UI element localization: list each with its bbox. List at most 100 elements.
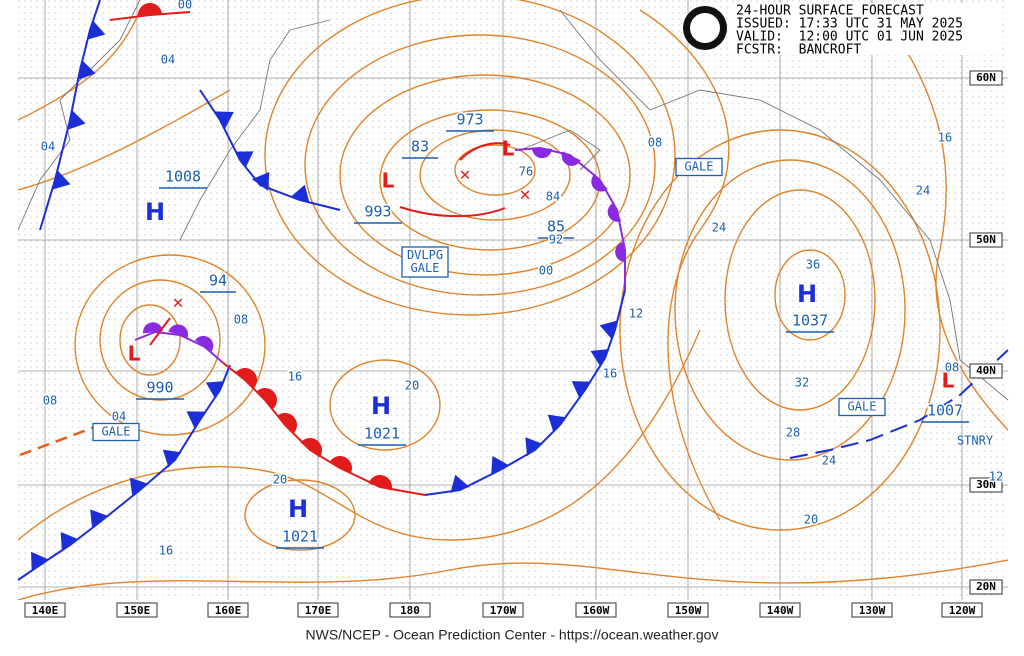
lat-label: 60N bbox=[976, 71, 996, 84]
isobar-label: 00 bbox=[178, 0, 192, 12]
isobar-label: 00 bbox=[539, 264, 553, 278]
high-symbol: H bbox=[288, 495, 308, 523]
header-valid: VALID: 12:00 UTC 01 JUN 2025 bbox=[736, 30, 963, 45]
secondary-pressure: 94 bbox=[209, 272, 227, 290]
front-label: STNRY bbox=[957, 434, 994, 448]
central-pressure: 1007 bbox=[927, 402, 963, 420]
central-pressure: 993 bbox=[364, 203, 391, 221]
isobar-label: 04 bbox=[112, 410, 126, 424]
warning-label: DVLPG bbox=[407, 248, 443, 262]
isobar-label: 20 bbox=[405, 379, 419, 393]
high-symbol: H bbox=[145, 198, 165, 226]
header-issued: ISSUED: 17:33 UTC 31 MAY 2025 bbox=[736, 17, 963, 32]
secondary-pressure: 85 bbox=[547, 218, 565, 236]
svg-text:✕: ✕ bbox=[173, 292, 184, 313]
warning-box bbox=[401, 246, 449, 278]
lon-label-box bbox=[116, 602, 158, 618]
header-title: 24-HOUR SURFACE FORECAST bbox=[736, 4, 924, 19]
header-box bbox=[732, 3, 1000, 55]
lat-label: 50N bbox=[976, 233, 996, 246]
low-symbol: L bbox=[382, 169, 395, 193]
isobar-label: 28 bbox=[786, 426, 800, 440]
labels: 140E 150E 160E 170E 180 170W 160W 150W 140W 130W 1… bbox=[24, 0, 1005, 618]
warning-label: GALE bbox=[848, 400, 877, 414]
isobar-label: 16 bbox=[603, 367, 617, 381]
warning-label: GALE bbox=[685, 160, 714, 174]
svg-text:✕: ✕ bbox=[460, 164, 471, 185]
map-background bbox=[18, 0, 1008, 600]
warning-box bbox=[838, 397, 886, 417]
lon-label-box bbox=[941, 602, 983, 618]
lon-label: 170E bbox=[305, 604, 332, 617]
svg-text:✕: ✕ bbox=[520, 184, 531, 205]
isobar-label: 84 bbox=[546, 190, 560, 204]
lon-label: 170W bbox=[490, 604, 517, 617]
lon-label-box bbox=[667, 602, 709, 618]
lon-label: 150E bbox=[124, 604, 151, 617]
isobar-label: 08 bbox=[945, 361, 959, 375]
isobar-label: 32 bbox=[795, 376, 809, 390]
lon-label-box bbox=[207, 602, 249, 618]
low-symbol: L bbox=[502, 137, 515, 161]
footer: NWS/NCEP - Ocean Prediction Center - htt… bbox=[306, 627, 719, 643]
lon-label-box bbox=[851, 602, 893, 618]
lon-label-box bbox=[389, 602, 431, 618]
fronts: ✕ ✕ ✕ bbox=[17, 0, 1009, 581]
lon-label: 160E bbox=[215, 604, 242, 617]
isobar-label: 92 bbox=[549, 233, 563, 247]
central-pressure: 1021 bbox=[364, 425, 400, 443]
central-pressure: 1008 bbox=[165, 168, 201, 186]
warning-box bbox=[92, 422, 140, 442]
lon-label-box bbox=[575, 602, 617, 618]
isobar-label: 16 bbox=[938, 131, 952, 145]
warning-box bbox=[675, 157, 723, 177]
header-forecaster: FCSTR: BANCROFT bbox=[736, 43, 861, 58]
high-symbol: H bbox=[797, 280, 817, 308]
lat-label-box bbox=[969, 70, 1003, 86]
lat-label-box bbox=[969, 232, 1003, 248]
isobar-label: 36 bbox=[806, 258, 820, 272]
isobar-label: 24 bbox=[712, 221, 726, 235]
lon-label-box bbox=[482, 602, 524, 618]
lon-label: 180 bbox=[400, 604, 420, 617]
lon-label-box bbox=[297, 602, 339, 618]
isobar-label: 12 bbox=[629, 307, 643, 321]
lat-label: 40N bbox=[976, 364, 996, 377]
lat-label: 30N bbox=[976, 478, 996, 491]
warning-label: GALE bbox=[411, 261, 440, 275]
lat-label: 20N bbox=[976, 580, 996, 593]
warning-label: GALE bbox=[102, 425, 131, 439]
isobar-label: 08 bbox=[648, 136, 662, 150]
lon-label: 130W bbox=[859, 604, 886, 617]
isobar-label: 20 bbox=[804, 513, 818, 527]
lon-label: 120W bbox=[949, 604, 976, 617]
lon-label: 160W bbox=[583, 604, 610, 617]
central-pressure: 990 bbox=[146, 379, 173, 397]
isobar-label: 08 bbox=[234, 313, 248, 327]
lat-label-box bbox=[969, 477, 1003, 493]
isobar-label: 16 bbox=[288, 370, 302, 384]
lon-label: 140W bbox=[767, 604, 794, 617]
isobar-label: 04 bbox=[161, 53, 175, 67]
central-pressure: 1021 bbox=[282, 528, 318, 546]
isobar-label: 24 bbox=[822, 454, 836, 468]
central-pressure: 1037 bbox=[792, 312, 828, 330]
isobar-label: 16 bbox=[159, 544, 173, 558]
secondary-pressure: 83 bbox=[411, 138, 429, 156]
lon-label: 150W bbox=[675, 604, 702, 617]
low-symbol: L bbox=[942, 369, 955, 393]
isobar-label: 12 bbox=[989, 470, 1003, 484]
isobar-label: 20 bbox=[273, 473, 287, 487]
lat-label-box bbox=[969, 579, 1003, 595]
lon-label: 140E bbox=[32, 604, 59, 617]
lat-label-box bbox=[969, 363, 1003, 379]
central-pressure: 973 bbox=[456, 111, 483, 129]
isobar-label: 24 bbox=[916, 184, 930, 198]
isobar-label: 76 bbox=[519, 165, 533, 179]
low-symbol: L bbox=[128, 342, 141, 366]
isobar-label: 08 bbox=[43, 394, 57, 408]
high-symbol: H bbox=[371, 392, 391, 420]
lon-label-box bbox=[759, 602, 801, 618]
lon-label-box bbox=[24, 602, 66, 618]
